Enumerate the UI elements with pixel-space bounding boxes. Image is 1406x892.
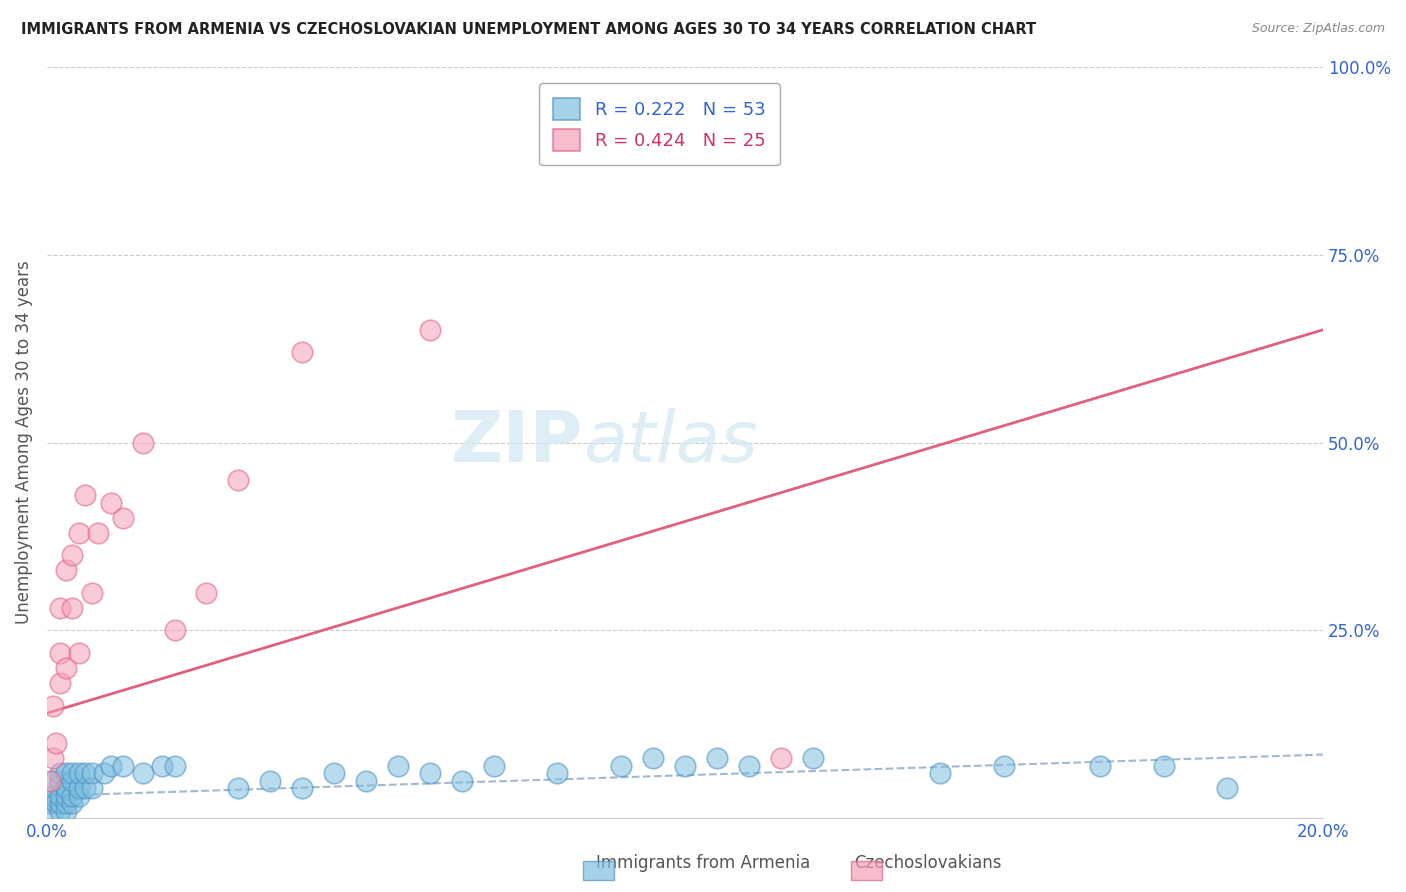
Point [75,488,97,502]
Point [75,766,97,780]
Point [45,736,67,750]
Point [55,781,77,796]
Point [482,759,505,773]
Point [55,789,77,803]
Point [48,646,70,660]
Point [48,797,70,811]
Point [48,789,70,803]
Point [259,773,281,788]
Point [706,751,728,765]
Point [55,661,77,675]
Point [48,773,70,788]
Point [929,766,952,780]
Point [291,781,314,796]
Point [163,624,186,638]
Point [80,766,103,780]
Point [228,473,250,487]
Point [55,804,77,818]
Point [354,773,377,788]
Point [643,751,665,765]
Point [42,804,65,818]
Point [48,804,70,818]
Point [100,496,122,510]
Point [67,789,90,803]
Point [993,759,1015,773]
Point [387,759,409,773]
Point [546,766,568,780]
Point [1153,759,1175,773]
Point [450,773,472,788]
Point [48,601,70,615]
Text: Source: ZipAtlas.com: Source: ZipAtlas.com [1251,22,1385,36]
Point [323,766,346,780]
Point [769,751,792,765]
Point [55,797,77,811]
Point [48,766,70,780]
Point [419,323,441,337]
Point [42,698,65,713]
Point [610,759,633,773]
Point [62,773,84,788]
Point [291,345,314,359]
Point [1216,781,1239,796]
Point [62,549,84,563]
Point [67,781,90,796]
Legend: R = 0.222   N = 53, R = 0.424   N = 25: R = 0.222 N = 53, R = 0.424 N = 25 [538,83,780,165]
Point [195,586,218,600]
Point [67,525,90,540]
Point [67,646,90,660]
Point [419,766,441,780]
Point [39,797,62,811]
Point [100,759,122,773]
Point [80,586,103,600]
Point [87,525,110,540]
Point [62,766,84,780]
Point [163,759,186,773]
Point [112,510,135,524]
Text: Immigrants from Armenia: Immigrants from Armenia [596,855,810,872]
Point [48,676,70,690]
Point [67,766,90,780]
Point [42,773,65,788]
Point [131,435,153,450]
Point [738,759,761,773]
Point [42,789,65,803]
Point [228,781,250,796]
Point [75,781,97,796]
Point [93,766,115,780]
Text: IMMIGRANTS FROM ARMENIA VS CZECHOSLOVAKIAN UNEMPLOYMENT AMONG AGES 30 TO 34 YEAR: IMMIGRANTS FROM ARMENIA VS CZECHOSLOVAKI… [21,22,1036,37]
Point [1088,759,1111,773]
Point [55,563,77,577]
Text: Czechoslovakians: Czechoslovakians [855,855,1001,872]
Point [150,759,173,773]
Text: atlas: atlas [583,408,758,477]
Point [62,601,84,615]
Point [112,759,135,773]
Point [39,773,62,788]
Point [673,759,696,773]
Y-axis label: Unemployment Among Ages 30 to 34 years: Unemployment Among Ages 30 to 34 years [15,260,32,624]
Point [55,766,77,780]
Point [801,751,824,765]
Text: ZIP: ZIP [451,408,583,477]
Point [62,797,84,811]
Point [42,751,65,765]
Point [80,781,103,796]
Point [62,789,84,803]
Point [131,766,153,780]
Point [45,797,67,811]
